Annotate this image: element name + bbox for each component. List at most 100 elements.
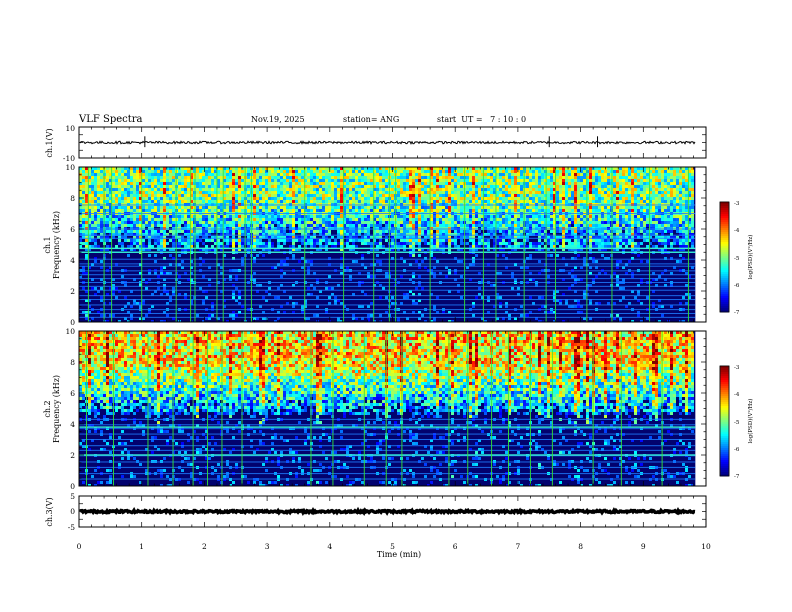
ch1-spectrogram-cell: [238, 302, 241, 305]
ch1-spectrogram-cell: [247, 221, 250, 224]
ch1-spectrogram-cell: [220, 191, 223, 194]
ch1-spectrogram-cell: [358, 206, 361, 209]
ch1-spectrogram-cell: [328, 275, 331, 278]
ch1-spectrogram-cell: [310, 173, 313, 176]
ch1-spectrogram-cell: [385, 215, 388, 218]
ch1-spectrogram-cell: [259, 173, 262, 176]
ch1-spectrogram-cell: [367, 182, 370, 185]
ch1-spectrogram-cell: [235, 170, 238, 173]
ch1-spectrogram-cell: [364, 224, 367, 227]
ch1-spectrogram-cell: [280, 305, 283, 308]
ch1-spectrogram-cell: [319, 224, 322, 227]
ch1-spectrogram-cell: [97, 206, 100, 209]
ch1-spectrogram-cell: [295, 221, 298, 224]
ch1-spectrogram-cell: [379, 230, 382, 233]
ch1-spectrogram-cell: [448, 221, 451, 224]
ch1-spectrogram-cell: [115, 176, 118, 179]
ch1-spectrogram-cell: [418, 239, 421, 242]
ch1-spectrogram-cell: [535, 242, 538, 245]
ch1-spectrogram-cell: [160, 293, 163, 296]
ch1-spectrogram-cell: [502, 236, 505, 239]
ch1-spectrogram-cell: [556, 206, 559, 209]
ch1-spectrogram-cell: [493, 179, 496, 182]
ch1-spectrogram-cell: [265, 215, 268, 218]
ch1-spectrogram-cell: [163, 248, 166, 251]
ch1-spectrogram-cell: [115, 173, 118, 176]
ch1-spectrogram-cell: [538, 209, 541, 212]
ch1-spectrogram-cell: [532, 242, 535, 245]
ch1-spectrogram-cell: [277, 263, 280, 266]
ch1-spectrogram-cell: [496, 254, 499, 257]
ch1-spectrogram-cell: [466, 215, 469, 218]
ch1-spectrogram-cell: [133, 221, 136, 224]
ch1-spectrogram-cell: [289, 188, 292, 191]
ch1-spectrogram-cell: [166, 194, 169, 197]
ch1-spectrogram-cell: [418, 188, 421, 191]
ch1-spectrogram-cell: [406, 233, 409, 236]
ch1-spectrogram-cell: [145, 314, 148, 317]
ch1-spectrogram-cell: [160, 233, 163, 236]
ch1-spectrogram-cell: [322, 221, 325, 224]
ch1-spectrogram-cell: [85, 245, 88, 248]
ch1-spectrogram-cell: [262, 182, 265, 185]
date-label: Nov.19, 2025: [251, 115, 305, 124]
ch1-spectrogram-cell: [364, 215, 367, 218]
ch1-spectrogram-cell: [142, 182, 145, 185]
ch1-spectrogram-cell: [241, 218, 244, 221]
ch1-spectrogram-cell: [181, 179, 184, 182]
ch1-spectrogram-cell: [85, 224, 88, 227]
ch1-spectrogram-cell: [253, 317, 256, 320]
ch1-spectrogram-cell: [484, 242, 487, 245]
ch1-spectrogram-cell: [433, 188, 436, 191]
ch1-spectrogram-cell: [544, 239, 547, 242]
ch1-spectrogram-cell: [166, 215, 169, 218]
ch1-spectrogram-cell: [514, 206, 517, 209]
ch1-spectrogram-cell: [436, 197, 439, 200]
ch1-spectrogram-cell: [91, 317, 94, 320]
ch1-spectrogram-cell: [112, 170, 115, 173]
ch1-spectrogram-cell: [496, 272, 499, 275]
ch1-spectrogram-cell: [283, 173, 286, 176]
ch1-spectrogram-cell: [448, 236, 451, 239]
ch1-spectrogram-cell: [349, 170, 352, 173]
ch1-spectrogram-cell: [82, 224, 85, 227]
ch1-spectrogram-cell: [502, 182, 505, 185]
ch1-spectrogram-cell: [325, 167, 328, 170]
ch1-spectrogram-cell: [319, 182, 322, 185]
ch1-spectrogram-cell: [166, 173, 169, 176]
ch1-spectrogram-cell: [196, 239, 199, 242]
ch1-spectrogram-cell: [421, 230, 424, 233]
ch1-spectrogram-cell: [220, 248, 223, 251]
ch1-spectrogram-cell: [490, 191, 493, 194]
ch1-spectrogram-cell: [139, 179, 142, 182]
ch1-spectrogram-cell: [418, 284, 421, 287]
ch1-spectrogram-cell: [391, 173, 394, 176]
ch1-spectrogram-cell: [406, 197, 409, 200]
ch1-spectrogram-cell: [373, 209, 376, 212]
ch1-spectrogram-cell: [100, 215, 103, 218]
ch1-spectrogram-cell: [115, 209, 118, 212]
ch1-spectrogram-cell: [403, 173, 406, 176]
ch1-spectrogram-cell: [403, 191, 406, 194]
ch1-spectrogram-cell: [400, 173, 403, 176]
ch1-spectrogram-cell: [415, 218, 418, 221]
ch1-spectrogram-cell: [373, 248, 376, 251]
ch1-spectrogram-cell: [412, 275, 415, 278]
ch1-spectrogram-cell: [163, 236, 166, 239]
ch1-spectrogram-cell: [271, 224, 274, 227]
ch1-spectrogram-cell: [430, 173, 433, 176]
ch1-spectrogram-cell: [400, 242, 403, 245]
ch1-spectrogram-cell: [358, 170, 361, 173]
ch1-spectrogram-cell: [322, 230, 325, 233]
ch1-spectrogram-cell: [256, 191, 259, 194]
ch1-spectrogram-cell: [409, 206, 412, 209]
ch1-spectrogram-cell: [304, 206, 307, 209]
ch1-spectrogram-cell: [88, 305, 91, 308]
ch1-spectrogram-cell: [115, 197, 118, 200]
ch1-spectrogram-cell: [427, 191, 430, 194]
ch1-spectrogram-cell: [373, 167, 376, 170]
ch1-spectrogram-cell: [325, 239, 328, 242]
ch1-spectrogram-cell: [565, 224, 568, 227]
ch1-spectrogram-cell: [565, 200, 568, 203]
ch1-spectrogram-cell: [88, 236, 91, 239]
